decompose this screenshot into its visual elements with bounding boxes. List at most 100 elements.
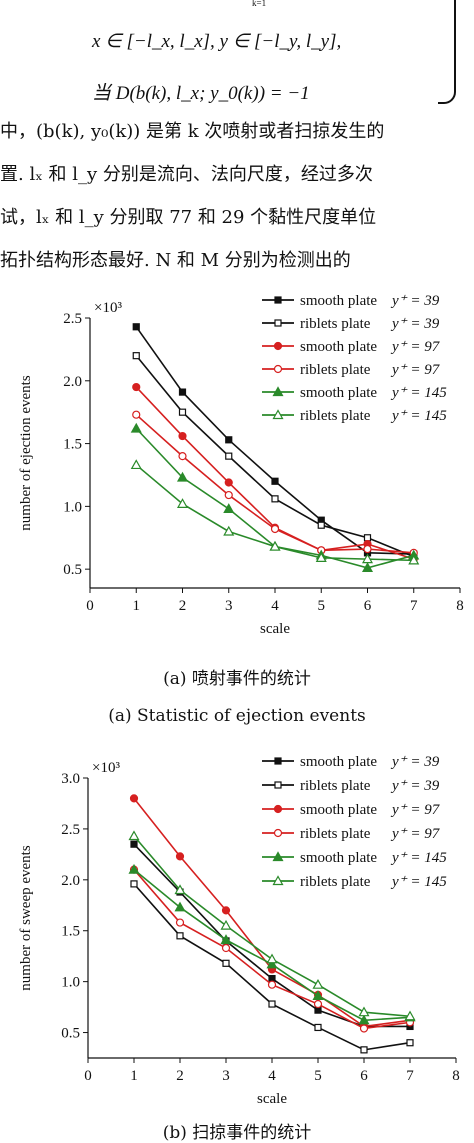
data-point xyxy=(358,1006,370,1017)
data-point xyxy=(312,990,324,1000)
data-point xyxy=(128,830,140,841)
y-tick-label: 1.0 xyxy=(63,499,82,515)
data-point xyxy=(404,1010,416,1021)
x-tick-label: 1 xyxy=(133,598,141,614)
x-tick-label: 6 xyxy=(364,598,372,614)
data-point xyxy=(129,794,139,803)
data-point xyxy=(361,562,374,573)
x-tick-label: 7 xyxy=(406,1068,414,1084)
legend-marker xyxy=(272,851,284,862)
series-line xyxy=(133,843,410,1028)
legend-marker xyxy=(274,296,282,304)
data-point xyxy=(268,1000,276,1008)
y-tick-label: 0.5 xyxy=(61,1026,80,1042)
series-5 xyxy=(130,459,420,565)
data-point xyxy=(363,544,372,554)
data-point xyxy=(271,477,279,485)
data-point xyxy=(130,840,138,848)
data-point xyxy=(271,495,279,503)
legend-label: riblets plate xyxy=(300,362,371,378)
sweep-events-chart: 0 1 2 3 4 5 6 7 8 0.5 1.0 1.5 2.0 2.5 3.0 ×10³ scale numb… xyxy=(18,754,460,1107)
legend-yplus: y⁺ = 39 xyxy=(390,316,440,332)
formula-brace xyxy=(438,0,456,104)
figure-a-caption-en: (a) Statistic of ejection events xyxy=(108,706,366,726)
series-2 xyxy=(129,794,415,1031)
data-point xyxy=(176,498,189,508)
data-point xyxy=(132,382,141,392)
y-multiplier-label: ×10³ xyxy=(94,300,122,316)
data-point xyxy=(178,408,187,416)
data-point xyxy=(266,953,278,964)
data-point xyxy=(317,521,325,529)
x-tick-label: 0 xyxy=(84,1068,92,1084)
legend-yplus: y⁺ = 145 xyxy=(390,874,447,890)
data-point xyxy=(174,884,186,895)
legend-label: riblets plate xyxy=(300,316,371,332)
series-2 xyxy=(132,382,418,564)
data-point xyxy=(176,932,184,940)
series-5 xyxy=(128,830,416,1021)
legend-yplus: y⁺ = 39 xyxy=(390,778,440,794)
data-point xyxy=(314,1023,322,1032)
legend-marker xyxy=(272,875,284,886)
series-line xyxy=(133,869,411,1022)
data-point xyxy=(267,980,277,989)
x-tick-label: 6 xyxy=(360,1068,368,1084)
data-point xyxy=(360,1046,368,1054)
legend-marker xyxy=(274,319,282,327)
data-point xyxy=(269,540,281,551)
legend-marker xyxy=(274,781,282,789)
data-point xyxy=(130,422,142,433)
data-point xyxy=(221,943,231,953)
y-tick-label: 3.0 xyxy=(61,771,80,787)
formula-line-2: 当 D(b(k), l_x; y_0(k)) = −1 xyxy=(92,83,310,104)
figure-a-caption-cn: (a) 喷射事件的统计 xyxy=(163,669,311,689)
data-point xyxy=(406,1039,414,1047)
y-tick-label: 2.5 xyxy=(63,311,82,327)
legend-label: smooth plate xyxy=(300,339,377,355)
figure-b-caption-cn: (b) 扫掠事件的统计 xyxy=(162,1123,312,1143)
x-tick-label: 0 xyxy=(86,598,94,614)
formula-sum-index: k=1 xyxy=(252,0,267,8)
series-4 xyxy=(128,863,416,1025)
legend-label: riblets plate xyxy=(300,408,371,424)
legend-label: smooth plate xyxy=(300,802,377,818)
x-axis-label: scale xyxy=(260,621,290,637)
legend: smooth plate y⁺ = 39 riblets plate y⁺ = 39 s… xyxy=(262,754,447,890)
data-point xyxy=(225,452,233,460)
x-tick-label: 4 xyxy=(268,1068,276,1084)
legend-yplus: y⁺ = 145 xyxy=(390,408,447,424)
legend-label: smooth plate xyxy=(300,754,377,770)
data-point xyxy=(132,323,140,331)
x-tick-label: 5 xyxy=(314,1068,322,1084)
data-point xyxy=(174,901,186,912)
data-point xyxy=(128,863,140,874)
legend-label: riblets plate xyxy=(300,826,371,842)
y-tick-label: 1.0 xyxy=(61,975,80,991)
data-point xyxy=(130,880,138,888)
x-tick-label: 5 xyxy=(318,598,326,614)
y-tick-label: 1.5 xyxy=(61,924,80,940)
data-point xyxy=(361,553,374,564)
data-point xyxy=(178,452,187,461)
data-point xyxy=(359,1024,369,1033)
legend-marker xyxy=(273,804,283,814)
data-point xyxy=(175,918,185,927)
data-point xyxy=(358,1014,370,1025)
legend-marker xyxy=(272,409,284,420)
data-point xyxy=(130,459,142,470)
legend-label: riblets plate xyxy=(300,874,371,890)
ejection-events-chart: 0 1 2 3 4 5 6 7 8 0.5 1.0 1.5 2.0 2.5 ×10³ scale number … xyxy=(18,293,464,637)
body-text-line-1: 中，(b(k), y₀(k)) 是第 k 次喷射或者扫掠发生的 xyxy=(0,121,385,142)
x-tick-label: 4 xyxy=(271,598,279,614)
body-text-line-2: 置. lₓ 和 l_y 分别是流向、法向尺度，经过多次 xyxy=(0,164,373,185)
data-point xyxy=(266,958,278,969)
data-point xyxy=(408,554,420,565)
legend-yplus: y⁺ = 97 xyxy=(390,362,441,378)
legend-marker xyxy=(273,364,283,374)
legend-marker xyxy=(272,386,284,397)
data-point xyxy=(178,388,187,396)
y-axis-label: number of sweep events xyxy=(18,845,34,991)
legend-marker xyxy=(274,757,282,765)
formula-line-1: x ∈ [−l_x, l_x], y ∈ [−l_y, l_y], xyxy=(92,31,342,52)
